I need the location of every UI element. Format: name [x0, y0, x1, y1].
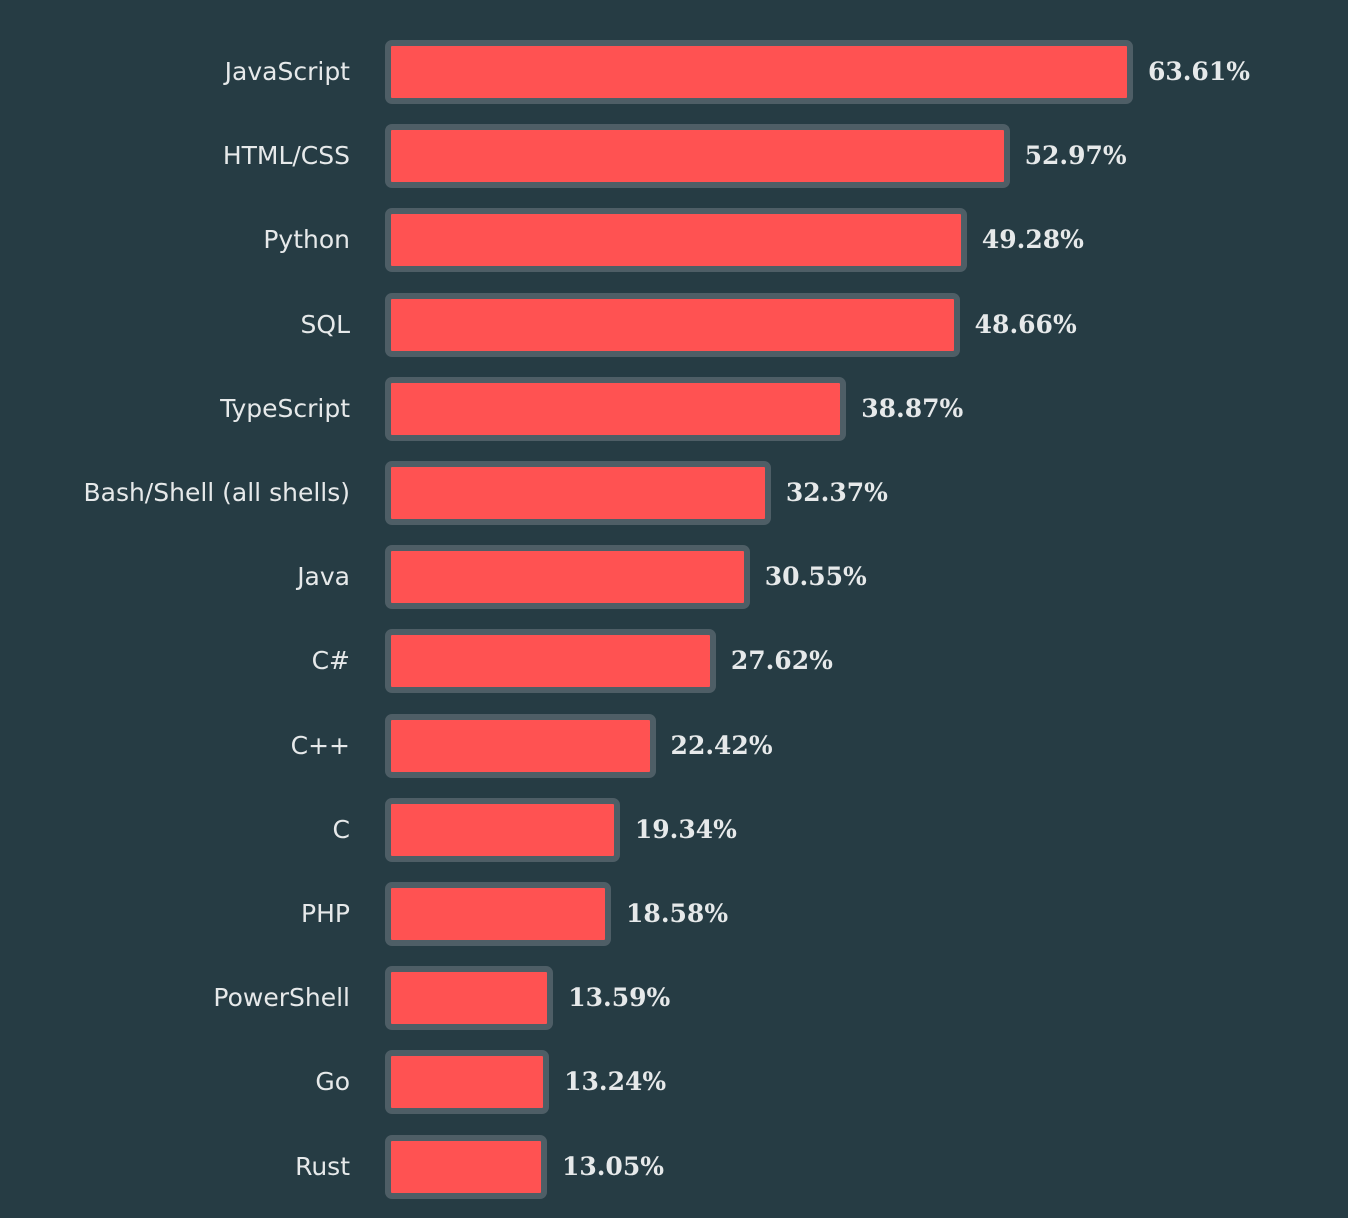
bar-row: C# 27.62%	[0, 629, 1348, 694]
category-label: C#	[311, 646, 350, 676]
category-label: Bash/Shell (all shells)	[83, 478, 350, 507]
bar	[385, 966, 554, 1031]
value-label: 18.58%	[626, 899, 729, 928]
value-label: 49.28%	[981, 225, 1084, 255]
bar	[385, 545, 750, 610]
bar-row: C 19.34%	[0, 797, 1348, 862]
bar	[385, 1134, 547, 1199]
bar	[385, 124, 1010, 189]
bar-row: Bash/Shell (all shells) 32.37%	[0, 461, 1348, 525]
bar-row: C++ 22.42%	[0, 713, 1348, 778]
bar-row: Rust 13.05%	[0, 1134, 1348, 1199]
value-label: 38.87%	[861, 393, 964, 423]
bar-row: TypeScript 38.87%	[0, 376, 1348, 441]
value-label: 19.34%	[634, 814, 737, 844]
bar-row: PowerShell 13.59%	[0, 966, 1348, 1031]
value-label: 13.05%	[561, 1151, 664, 1181]
category-label: JavaScript	[224, 57, 350, 86]
bar-row: Go 13.24%	[0, 1050, 1348, 1115]
value-label: 27.62%	[730, 646, 833, 676]
value-label: 63.61%	[1147, 57, 1250, 86]
value-label: 13.59%	[568, 983, 671, 1013]
value-label: 22.42%	[670, 730, 773, 760]
category-label: Go	[315, 1067, 350, 1097]
category-label: PowerShell	[213, 983, 350, 1013]
bar	[385, 40, 1133, 104]
bar-row: PHP 18.58%	[0, 882, 1348, 946]
value-label: 13.24%	[564, 1067, 667, 1097]
category-label: PHP	[301, 899, 350, 928]
bar	[385, 208, 967, 273]
value-label: 52.97%	[1024, 141, 1127, 171]
value-label: 30.55%	[764, 562, 867, 592]
category-label: C	[332, 814, 350, 844]
bar	[385, 797, 620, 862]
bar	[385, 461, 771, 525]
bar	[385, 1050, 550, 1115]
bar-row: Java 30.55%	[0, 545, 1348, 610]
bar	[385, 376, 847, 441]
value-label: 48.66%	[974, 309, 1077, 339]
category-label: SQL	[300, 309, 350, 339]
bar	[385, 882, 612, 946]
category-label: HTML/CSS	[222, 141, 350, 171]
bar	[385, 292, 960, 357]
category-label: C++	[290, 730, 350, 760]
bar	[385, 629, 716, 694]
value-label: 32.37%	[785, 478, 888, 507]
bar-row: SQL 48.66%	[0, 292, 1348, 357]
category-label: TypeScript	[220, 393, 350, 423]
bar-row: Python 49.28%	[0, 208, 1348, 273]
category-label: Python	[263, 225, 350, 255]
category-label: Rust	[295, 1151, 350, 1181]
category-label: Java	[297, 562, 350, 592]
bar-row: JavaScript 63.61%	[0, 40, 1348, 104]
bar	[385, 713, 656, 778]
bar-row: HTML/CSS 52.97%	[0, 124, 1348, 189]
